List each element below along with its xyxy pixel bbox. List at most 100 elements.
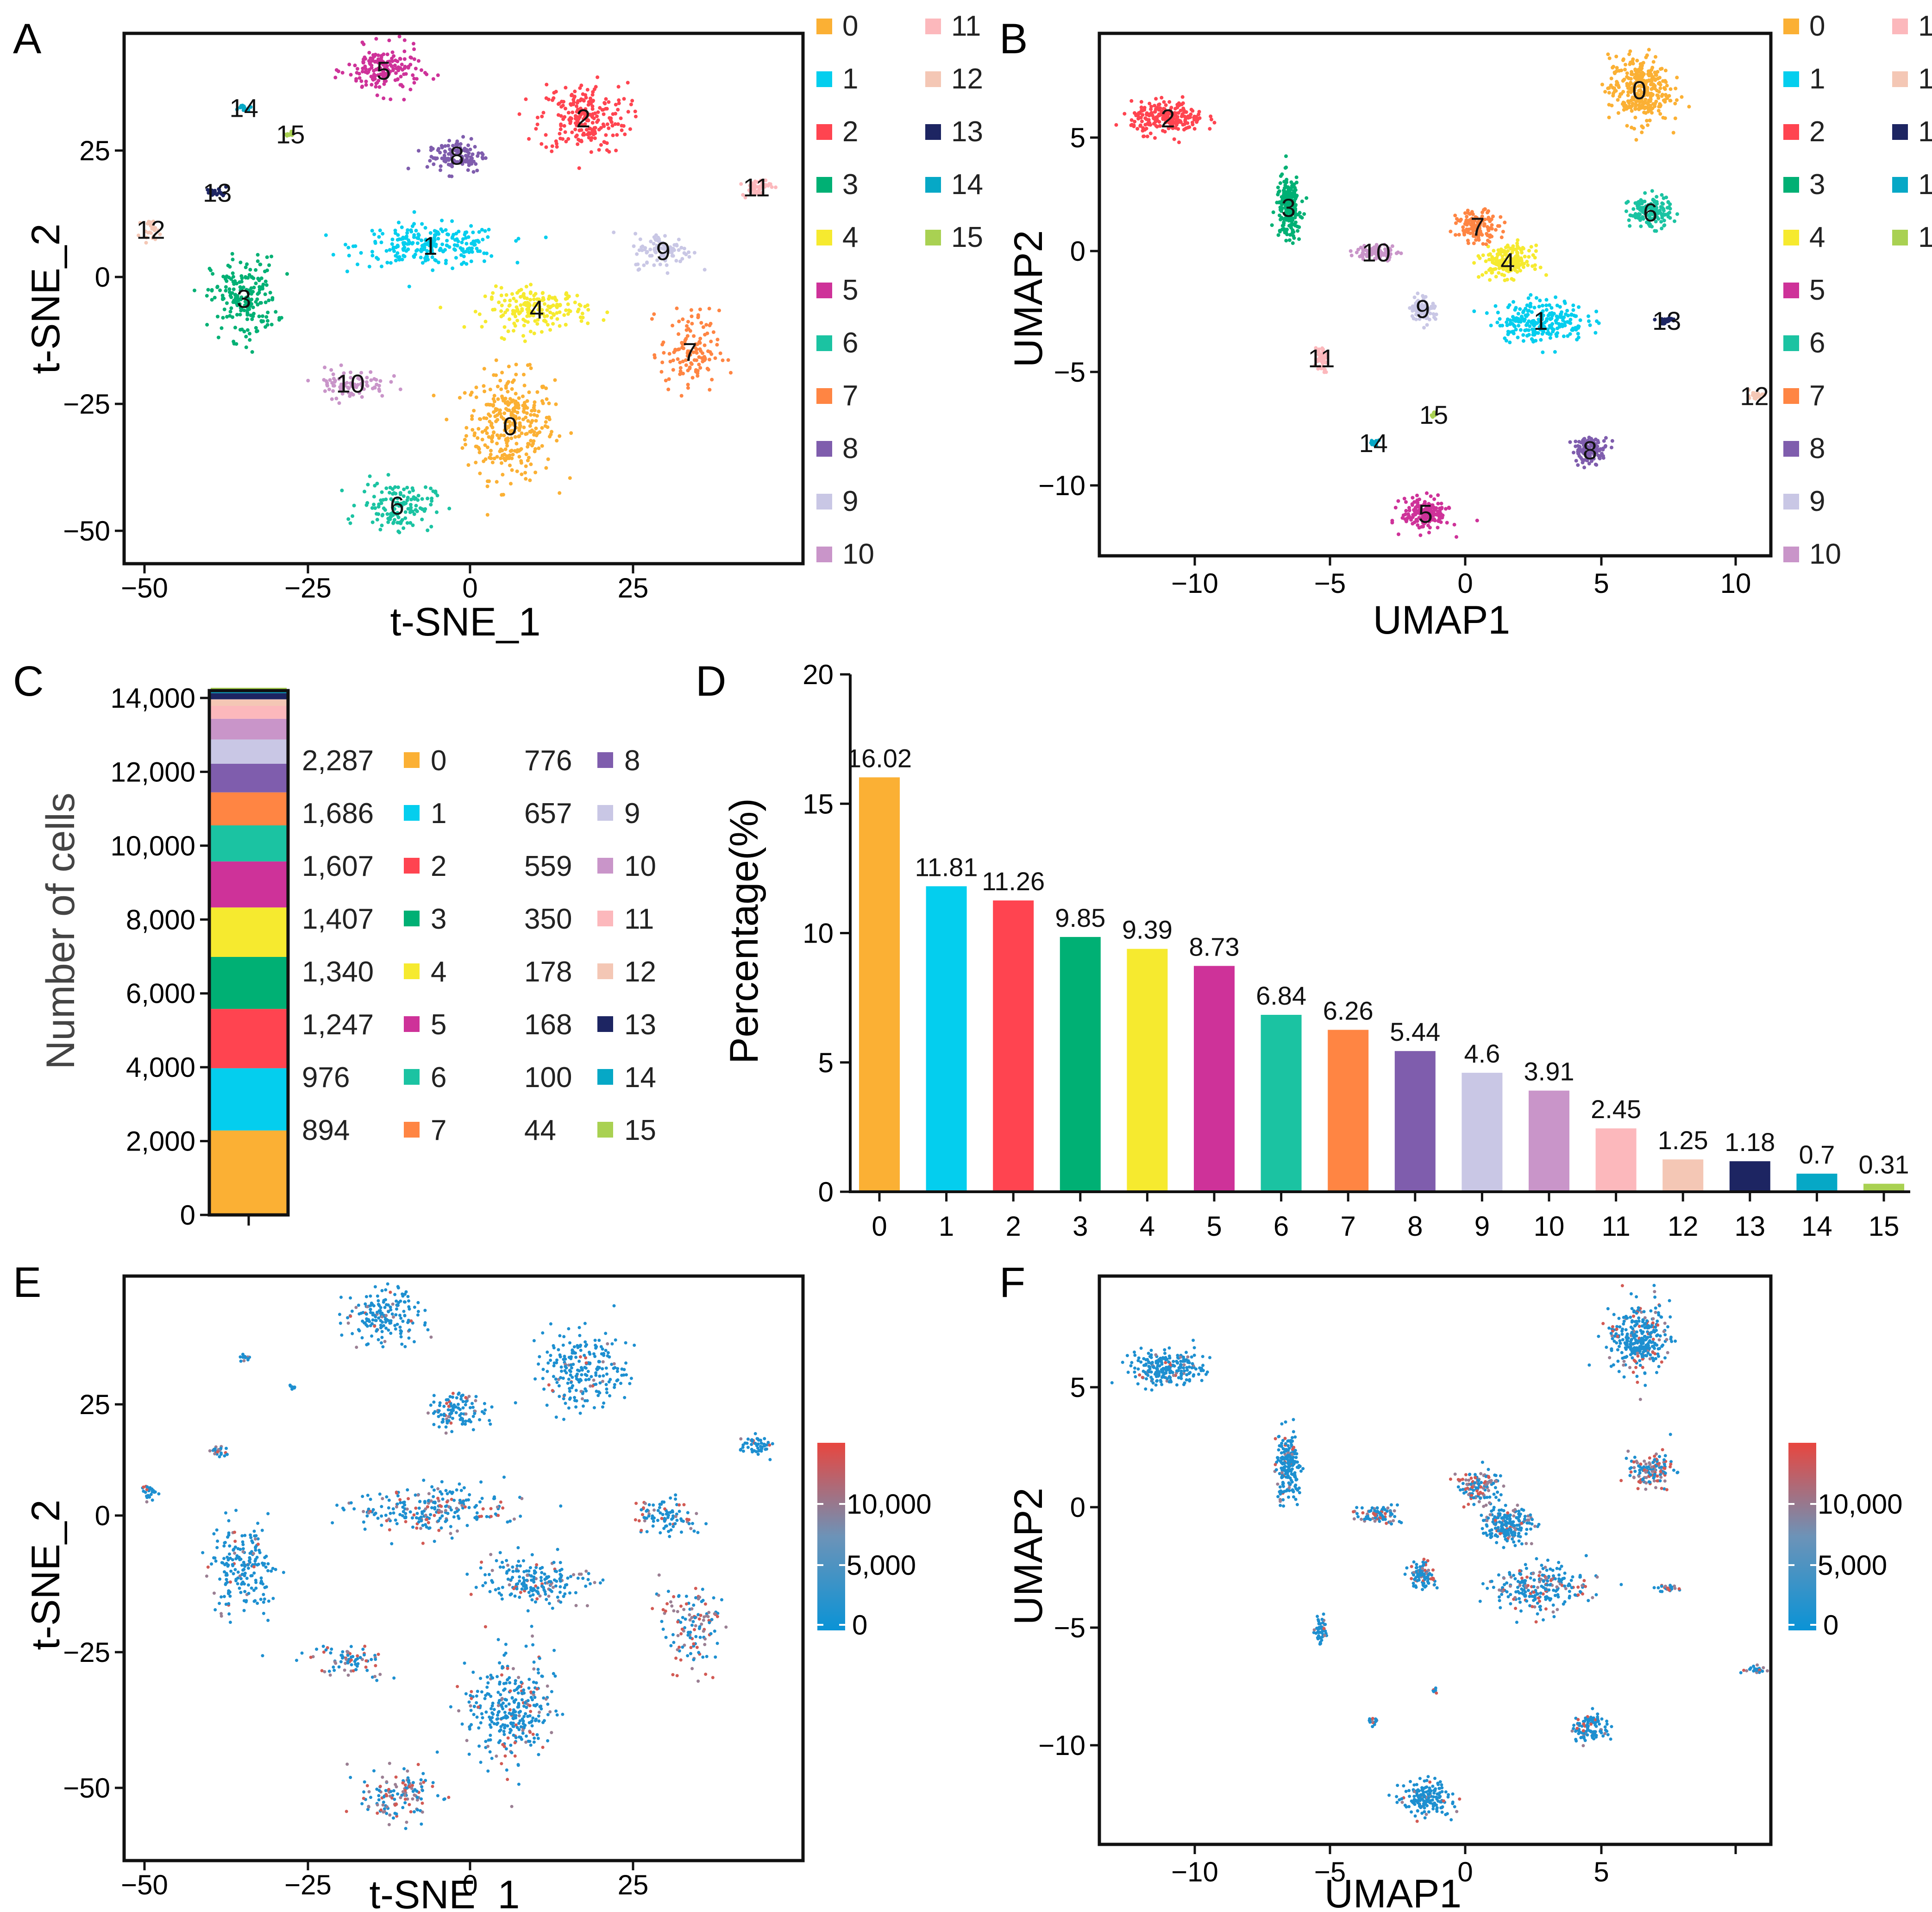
cell-point bbox=[1488, 278, 1492, 282]
cell-point bbox=[455, 1507, 458, 1510]
cell-point bbox=[372, 232, 376, 236]
cell-point bbox=[635, 252, 639, 256]
cell-point bbox=[554, 89, 558, 94]
cell-point bbox=[1139, 100, 1143, 104]
cell-point bbox=[486, 1769, 490, 1773]
cell-point bbox=[1602, 439, 1606, 443]
cell-point bbox=[258, 301, 263, 305]
cell-point bbox=[499, 433, 503, 437]
cell-point bbox=[460, 1503, 464, 1507]
cell-point bbox=[1277, 189, 1281, 193]
cell-point bbox=[1680, 95, 1684, 99]
cell-point bbox=[495, 455, 499, 459]
cell-point bbox=[379, 240, 383, 245]
cell-point bbox=[533, 1719, 537, 1723]
cell-point bbox=[470, 250, 474, 254]
cell-point bbox=[1578, 318, 1582, 322]
cell-point bbox=[1490, 226, 1494, 231]
cell-point bbox=[514, 441, 519, 446]
cluster-label: 5 bbox=[376, 56, 391, 85]
cell-point bbox=[475, 1511, 479, 1515]
cell-point bbox=[505, 381, 509, 385]
cell-point bbox=[1663, 69, 1668, 73]
cell-point bbox=[514, 1736, 518, 1739]
cell-point bbox=[437, 1528, 441, 1532]
cell-point bbox=[552, 1364, 556, 1368]
cell-point bbox=[515, 469, 519, 473]
cell-point bbox=[361, 1495, 364, 1498]
cell-point bbox=[1587, 319, 1591, 323]
cell-point bbox=[490, 435, 494, 440]
cell-point bbox=[1614, 55, 1618, 58]
cell-point bbox=[389, 1511, 392, 1515]
cell-point bbox=[529, 283, 533, 287]
cell-point bbox=[347, 63, 351, 67]
legend-label: 13 bbox=[1918, 116, 1932, 148]
cell-point bbox=[263, 300, 268, 304]
cell-point bbox=[1487, 258, 1491, 262]
cell-point bbox=[652, 353, 657, 357]
cell-point bbox=[1149, 107, 1153, 111]
legend-swatch bbox=[816, 230, 832, 245]
cell-point bbox=[1289, 226, 1293, 230]
bar-value-label: 9.85 bbox=[1055, 903, 1105, 932]
cell-point bbox=[1647, 48, 1651, 52]
cell-point bbox=[1148, 101, 1152, 106]
cell-point bbox=[467, 1752, 471, 1756]
cell-point bbox=[632, 244, 636, 248]
cell-point bbox=[474, 162, 478, 166]
cell-point bbox=[412, 57, 416, 61]
cell-point bbox=[412, 210, 416, 214]
cell-point bbox=[482, 384, 486, 388]
cell-point bbox=[524, 1644, 528, 1648]
cell-point bbox=[585, 88, 590, 92]
cell-point bbox=[480, 438, 484, 441]
cell-point bbox=[1594, 309, 1599, 314]
cell-point bbox=[377, 235, 381, 239]
cell-point bbox=[248, 268, 252, 272]
panel-c: C Number of cells 02,0004,0006,0008,0001… bbox=[13, 658, 656, 1231]
cell-point bbox=[1283, 231, 1287, 235]
cell-point bbox=[408, 490, 412, 494]
cell-point bbox=[1534, 249, 1538, 253]
cell-point bbox=[495, 480, 499, 484]
legend-swatch bbox=[597, 963, 613, 979]
cell-point bbox=[1593, 331, 1598, 335]
cell-point bbox=[1157, 113, 1160, 118]
cell-point bbox=[487, 435, 491, 439]
legend-swatch bbox=[597, 858, 613, 874]
cell-point bbox=[537, 409, 541, 414]
cell-point bbox=[367, 1511, 370, 1515]
cell-point bbox=[461, 135, 465, 139]
cell-point bbox=[1436, 493, 1440, 497]
cell-point bbox=[540, 114, 544, 119]
cell-point bbox=[388, 248, 392, 252]
cell-point bbox=[430, 499, 434, 503]
cell-point bbox=[1604, 444, 1607, 448]
cell-point bbox=[573, 89, 577, 94]
cell-point bbox=[429, 1513, 433, 1516]
cell-point bbox=[602, 112, 606, 116]
cell-point bbox=[505, 454, 509, 458]
cell-point bbox=[483, 443, 487, 447]
cell-point bbox=[1187, 114, 1191, 118]
cell-count-label: 168 bbox=[524, 1009, 572, 1041]
x-tick-label: 4 bbox=[1140, 1211, 1155, 1242]
legend-swatch bbox=[404, 858, 420, 874]
cell-point bbox=[486, 235, 490, 239]
cell-point bbox=[402, 49, 407, 53]
cell-point bbox=[1658, 208, 1662, 213]
cell-point bbox=[1462, 233, 1467, 237]
cell-point bbox=[1494, 259, 1499, 264]
cell-point bbox=[1436, 502, 1440, 506]
cell-point bbox=[380, 1505, 383, 1509]
cluster-label: 11 bbox=[743, 173, 770, 202]
cell-point bbox=[244, 345, 248, 349]
cell-point bbox=[512, 1708, 515, 1712]
cell-point bbox=[1289, 180, 1293, 184]
cell-point bbox=[1519, 257, 1524, 261]
cell-point bbox=[424, 485, 427, 489]
cell-point bbox=[502, 1654, 506, 1657]
x-axis: −50 −25 0 25 t-SNE_1 bbox=[121, 564, 648, 644]
